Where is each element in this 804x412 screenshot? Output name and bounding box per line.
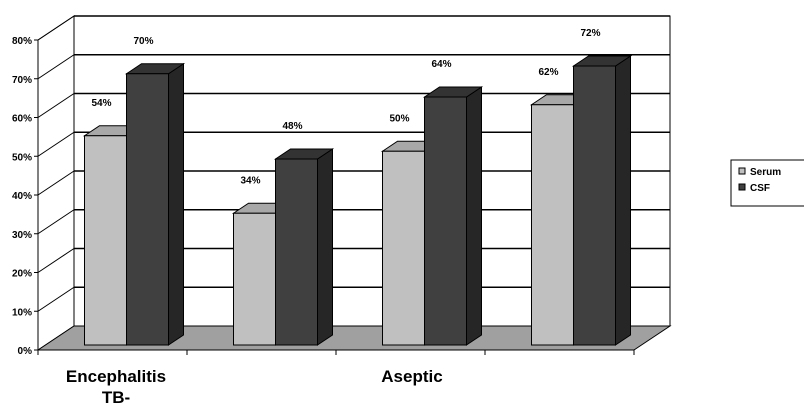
y-tick-label: 10% — [12, 307, 32, 318]
bar-front — [275, 158, 318, 346]
data-label: 72% — [580, 28, 600, 39]
bar-csf-4 — [571, 55, 633, 346]
category-axis-label: Aseptic — [381, 367, 442, 386]
bar-csf-1 — [124, 62, 186, 346]
bar-front — [424, 96, 467, 346]
y-tick-label: 70% — [12, 75, 32, 86]
gridline-side — [37, 248, 75, 273]
bar-front — [573, 65, 616, 346]
gridline-side — [37, 93, 75, 118]
bar-front — [126, 73, 169, 346]
bar-side — [317, 148, 333, 346]
y-tick-label: 30% — [12, 230, 32, 241]
legend-swatch — [738, 167, 746, 175]
legend-label: CSF — [750, 183, 770, 194]
y-tick-label: 40% — [12, 191, 32, 202]
category-labels: Encephalitis TB- Aseptic — [66, 367, 443, 407]
gridline-side — [37, 15, 75, 41]
x-axis — [37, 349, 635, 355]
y-tick-label: 50% — [12, 152, 32, 163]
data-labels: 54% 70% 34% 48% 50% 64% 62% 72% — [91, 28, 600, 186]
y-tick-label: 20% — [12, 269, 32, 280]
y-axis: 0% 10% 20% 30% 40% 50% 60% 70% 80% — [12, 36, 39, 357]
y-tick-label: 80% — [12, 36, 32, 47]
bar-side — [615, 55, 631, 346]
gridline-side — [37, 209, 75, 235]
data-label: 50% — [389, 113, 409, 124]
data-label: 34% — [240, 175, 260, 186]
bar-front — [531, 104, 574, 346]
bar-csf-3 — [422, 86, 484, 346]
bars — [82, 55, 633, 346]
legend-swatch — [738, 183, 746, 191]
gridline-side — [37, 131, 75, 157]
data-label: 54% — [91, 98, 111, 109]
y-tick-label: 60% — [12, 114, 32, 125]
bar-front — [84, 135, 127, 346]
data-label: 70% — [133, 36, 153, 47]
category-axis-label: TB- — [102, 388, 130, 407]
bar-side — [168, 62, 184, 346]
gridline-side — [37, 170, 75, 196]
bar-side — [466, 86, 482, 346]
gridline-side — [37, 54, 75, 80]
data-label: 64% — [431, 59, 451, 70]
legend: Serum CSF — [730, 159, 804, 207]
gridline-side — [37, 286, 75, 312]
bar-front — [233, 212, 276, 346]
data-label: 62% — [538, 67, 558, 78]
legend-label: Serum — [750, 167, 781, 178]
data-label: 48% — [282, 121, 302, 132]
bar-csf-2 — [273, 148, 335, 346]
bar-front — [382, 150, 425, 346]
y-tick-label: 0% — [18, 346, 33, 357]
category-axis-label: Encephalitis — [66, 367, 166, 386]
